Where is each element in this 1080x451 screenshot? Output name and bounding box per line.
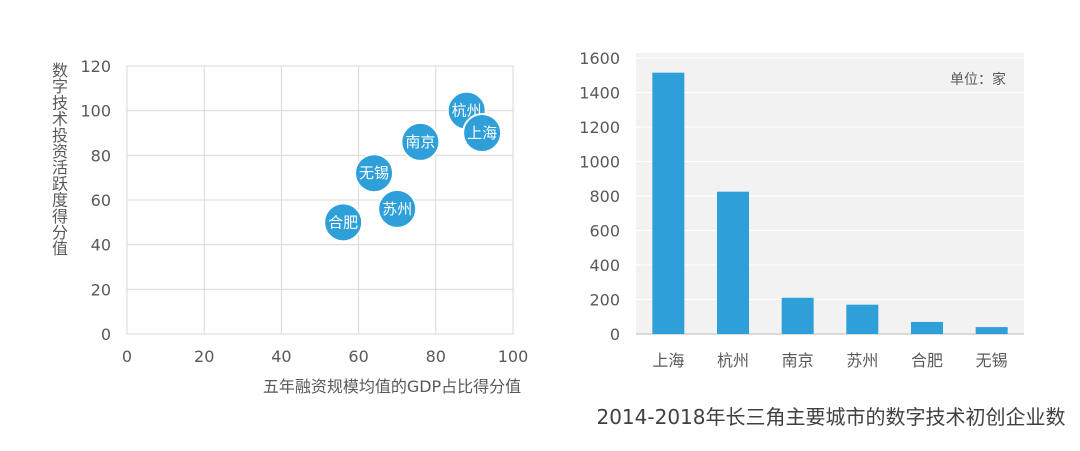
scatter-y-tick-label: 20 bbox=[91, 280, 111, 299]
bar-ticks: 0 200 400 600 800 1000 1200 1400 1600 上海 杭州 南京 苏州 合肥 无… bbox=[579, 49, 1007, 370]
bar-y-tick-label: 0 bbox=[610, 325, 620, 344]
scatter-x-tick-label: 0 bbox=[122, 347, 132, 366]
scatter-x-tick-label: 100 bbox=[498, 347, 529, 366]
scatter-bubble bbox=[323, 202, 364, 243]
scatter-point: 合肥 bbox=[323, 202, 364, 243]
bar-y-tick-label: 800 bbox=[589, 187, 620, 206]
bar bbox=[717, 191, 749, 334]
scatter-bubble bbox=[400, 121, 441, 162]
scatter-point-label: 上海 bbox=[467, 124, 497, 142]
bar bbox=[911, 321, 943, 334]
bar bbox=[652, 72, 685, 334]
scatter-point: 无锡 bbox=[354, 153, 395, 194]
bar bbox=[781, 297, 814, 334]
bar-y-tick-label: 1600 bbox=[579, 49, 620, 68]
bar-x-tick-label: 南京 bbox=[782, 351, 814, 370]
bar-y-tick-label: 1200 bbox=[579, 118, 620, 137]
bar-x-tick-label: 杭州 bbox=[717, 351, 749, 370]
scatter-y-axis-title: 数字技术投资活跃度得分值 bbox=[52, 61, 68, 258]
bar-plot-area bbox=[636, 53, 1024, 335]
bar-grid bbox=[636, 57, 1024, 335]
scatter-point: 上海 bbox=[462, 113, 503, 153]
scatter-y-tick-label: 60 bbox=[91, 191, 111, 210]
scatter-y-tick-label: 120 bbox=[80, 57, 111, 76]
bar-y-tick-label: 1000 bbox=[579, 153, 620, 172]
scatter-bubble bbox=[354, 153, 395, 194]
bar-y-tick-label: 200 bbox=[589, 291, 620, 310]
bar-y-tick-label: 1400 bbox=[579, 84, 620, 103]
bar-x-tick-label: 无锡 bbox=[976, 351, 1008, 370]
scatter-y-tick-label: 0 bbox=[101, 325, 111, 344]
bar-x-tick-label: 合肥 bbox=[911, 351, 943, 370]
scatter-y-tick-label: 80 bbox=[91, 146, 111, 165]
scatter-bubble bbox=[377, 188, 418, 229]
bar-chart: 0 200 400 600 800 1000 1200 1400 1600 上海 杭州 南京 苏州 合肥 无… bbox=[579, 49, 1065, 429]
scatter-bubble bbox=[462, 113, 503, 153]
bar bbox=[846, 304, 879, 334]
scatter-x-tick-label: 80 bbox=[426, 347, 446, 366]
scatter-y-tick-label: 100 bbox=[80, 102, 111, 121]
scatter-x-tick-label: 40 bbox=[271, 347, 291, 366]
bar bbox=[975, 327, 1008, 334]
bar-y-tick-label: 600 bbox=[589, 222, 620, 241]
scatter-x-tick-label: 20 bbox=[194, 347, 214, 366]
scatter-x-tick-label: 60 bbox=[348, 347, 368, 366]
scatter-x-axis-title: 五年融资规模均值的GDP占比得分值 bbox=[263, 377, 521, 396]
bar-series bbox=[652, 72, 1008, 334]
bar-x-tick-label: 苏州 bbox=[846, 351, 878, 370]
unit-annotation: 单位：家 bbox=[950, 71, 1006, 88]
scatter-point: 苏州 bbox=[377, 188, 418, 229]
bar-y-tick-label: 400 bbox=[589, 256, 620, 275]
scatter-ticks: 0 20 40 60 80 100 120 0 20 40 60 80 100 bbox=[80, 57, 528, 366]
scatter-point: 南京 bbox=[400, 121, 441, 162]
bar-x-tick-label: 上海 bbox=[652, 351, 684, 370]
scatter-point-label: 合肥 bbox=[328, 213, 358, 231]
scatter-point-label: 苏州 bbox=[382, 200, 412, 218]
bar-chart-title: 2014-2018年长三角主要城市的数字技术初创企业数 bbox=[596, 405, 1065, 429]
scatter-point-label: 南京 bbox=[405, 133, 435, 151]
scatter-point-label: 无锡 bbox=[359, 164, 389, 182]
scatter-y-tick-label: 40 bbox=[91, 236, 111, 255]
